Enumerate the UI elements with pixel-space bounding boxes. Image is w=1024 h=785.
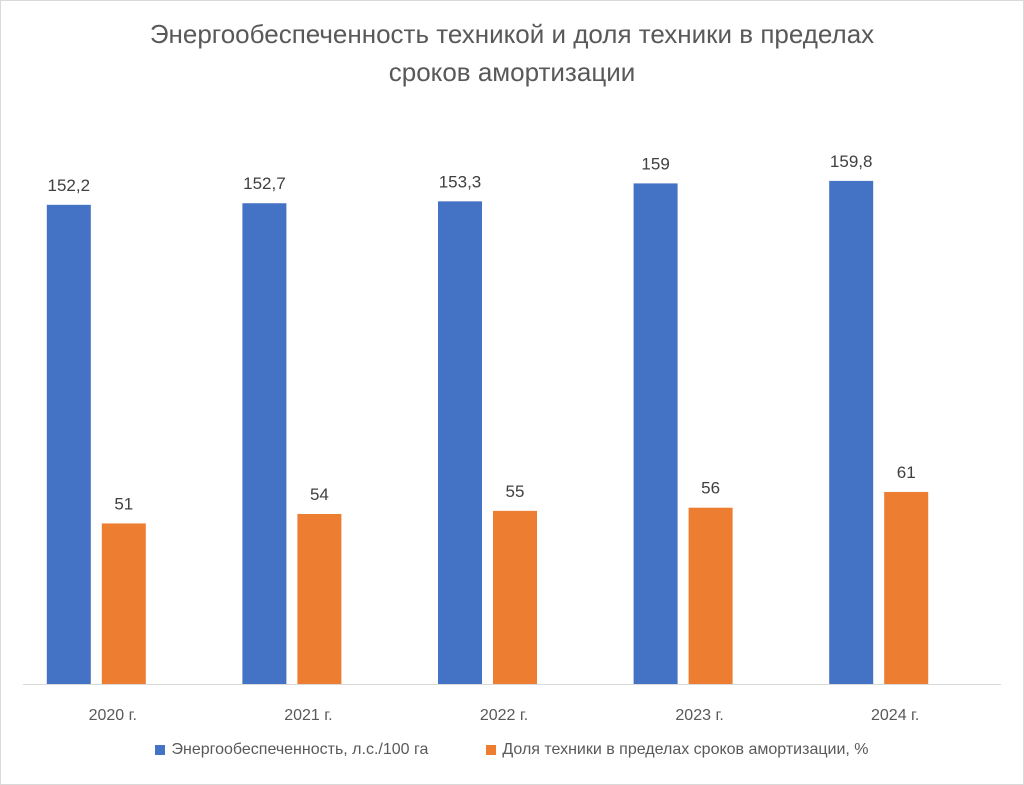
data-label-share-2: 55 [506, 482, 525, 501]
legend: Энергообеспеченность, л.с./100 га Доля т… [1, 741, 1023, 759]
chart-title: Энергообеспеченность техникой и доля тех… [1, 15, 1023, 91]
bar-power-0 [46, 204, 91, 684]
chart-title-line-2: сроков амортизации [388, 57, 636, 87]
legend-label-share: Доля техники в пределах сроков амортизац… [502, 741, 869, 758]
x-tick-label-2: 2022 г. [480, 707, 528, 724]
plot-area: 152,2 51 2020 г. 152,7 54 2021 г. 153,3 55 2022 … [23, 152, 1001, 724]
bar-power-1 [242, 203, 287, 685]
data-label-power-1: 152,7 [243, 174, 286, 193]
legend-item-share: Доля техники в пределах сроков амортизац… [486, 741, 869, 759]
x-tick-label-0: 2020 г. [89, 707, 137, 724]
data-label-power-3: 159 [641, 154, 669, 173]
data-label-power-2: 153,3 [439, 172, 482, 191]
legend-swatch-share [486, 745, 497, 755]
chart-title-line-1: Энергообеспеченность техникой и доля тех… [149, 19, 875, 49]
bar-share-3 [688, 507, 733, 684]
bar-power-3 [633, 183, 678, 685]
bar-power-4 [829, 180, 874, 684]
legend-item-power: Энергообеспеченность, л.с./100 га [155, 741, 428, 759]
x-tick-label-4: 2024 г. [871, 707, 919, 724]
legend-swatch-power [155, 745, 166, 755]
data-label-share-3: 56 [701, 479, 720, 498]
data-label-share-0: 51 [114, 494, 133, 513]
bar-share-0 [101, 523, 146, 684]
legend-label-power: Энергообеспеченность, л.с./100 га [171, 741, 429, 758]
bar-share-2 [493, 510, 537, 684]
data-label-power-4: 159,8 [830, 152, 873, 171]
data-label-share-4: 61 [897, 463, 916, 482]
bar-power-2 [438, 201, 482, 684]
bar-share-4 [884, 491, 929, 684]
x-tick-label-3: 2023 г. [675, 707, 723, 724]
data-label-share-1: 54 [310, 485, 329, 504]
bar-share-1 [297, 513, 342, 684]
x-tick-label-1: 2021 г. [284, 707, 332, 724]
data-label-power-0: 152,2 [48, 176, 91, 195]
